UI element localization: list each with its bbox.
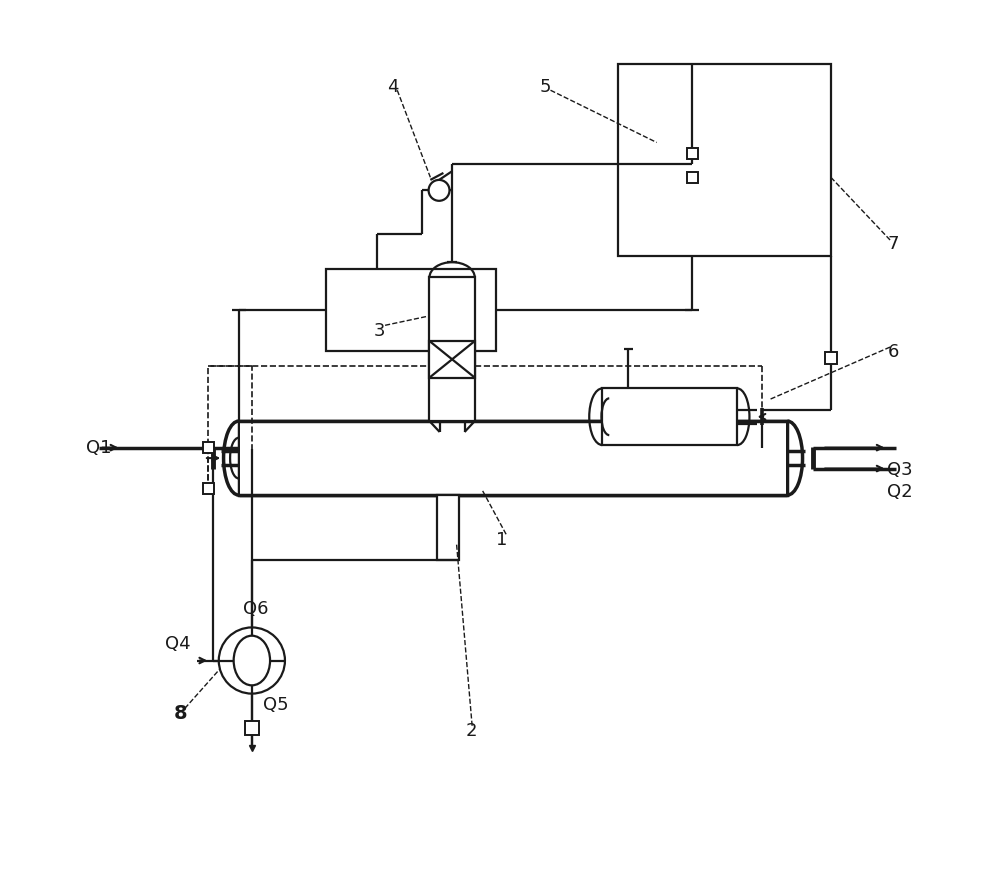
Bar: [825, 353, 837, 364]
Bar: [203, 443, 214, 454]
Text: 2: 2: [465, 722, 477, 739]
Text: 1: 1: [496, 530, 507, 548]
Text: Q5: Q5: [263, 695, 289, 713]
Bar: [240, 422, 786, 494]
Text: 4: 4: [387, 78, 398, 96]
Bar: [326, 270, 496, 352]
Bar: [245, 722, 259, 736]
Text: Q6: Q6: [243, 600, 269, 617]
Text: Q4: Q4: [165, 635, 190, 652]
Bar: [687, 149, 698, 161]
Text: 8: 8: [174, 703, 187, 723]
Text: Q3: Q3: [887, 460, 913, 479]
Text: 7: 7: [887, 234, 899, 252]
Bar: [602, 389, 737, 445]
Text: Q1: Q1: [86, 439, 112, 457]
Text: 3: 3: [374, 321, 385, 339]
Text: Q2: Q2: [887, 482, 913, 500]
Bar: [203, 484, 214, 494]
Bar: [429, 342, 475, 378]
Bar: [618, 65, 831, 256]
Bar: [437, 495, 459, 561]
Ellipse shape: [234, 636, 270, 686]
Bar: [687, 172, 698, 184]
Bar: [429, 278, 475, 421]
Text: 6: 6: [887, 343, 899, 361]
Text: 5: 5: [539, 78, 551, 96]
Bar: [239, 421, 787, 495]
